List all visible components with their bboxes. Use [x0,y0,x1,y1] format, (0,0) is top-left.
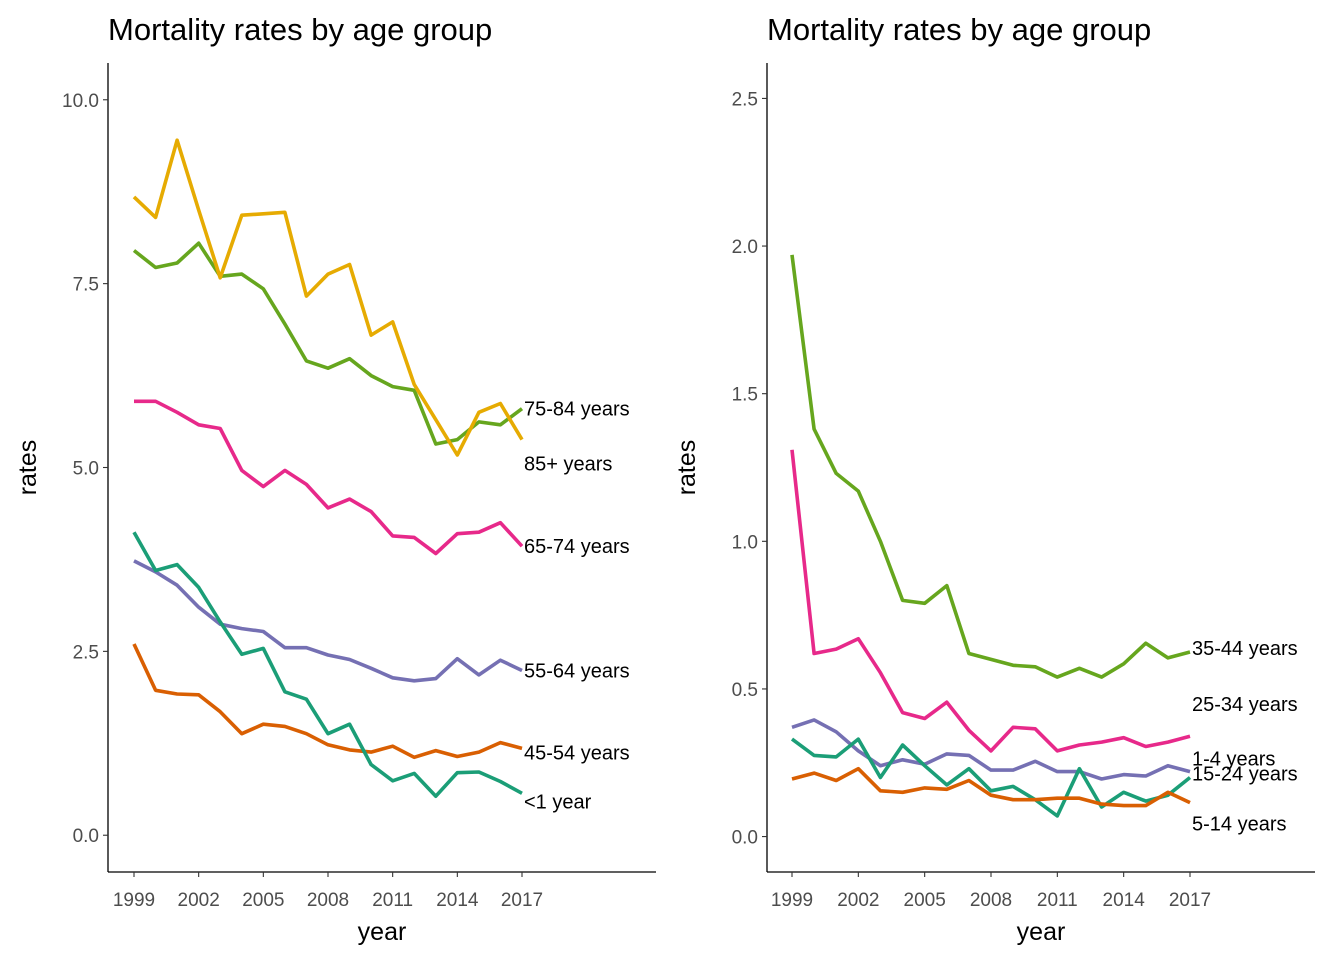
series-end-label: 5-14 years [1192,814,1287,836]
series-line-5-14-years [791,766,1191,808]
chart-title: Mortality rates by age group [767,12,1151,47]
x-axis-title: year [1017,918,1066,946]
y-axis-title: rates [673,440,701,496]
x-tick-label: 2002 [178,890,220,911]
series-line-55-64-years [133,559,523,683]
series-line-85-years [132,138,524,457]
left-chart-panel: Mortality rates by age group 0.0 2.5 5.0 7.5… [14,12,656,946]
y-tick-label: 1.5 [732,385,758,406]
x-tick-label: 2011 [1037,890,1078,911]
series-line-75-84-years [132,241,524,446]
y-tick-label: 5.0 [73,459,99,480]
y-tick-label: 0.5 [732,680,758,701]
y-tick-label: 2.0 [732,237,758,258]
x-tick-label: 1999 [771,890,813,911]
series-line-35-44-years [790,254,1191,679]
y-tick-label: 7.5 [73,275,99,296]
x-tick-label: 2017 [501,890,543,911]
x-axis-title: year [358,918,407,946]
x-tick-label: 2005 [242,890,284,911]
series-end-label: 65-74 years [524,536,630,558]
series-end-label: 35-44 years [1192,638,1298,660]
y-tick-label: 2.5 [732,89,758,110]
x-tick-label: 2008 [307,890,349,911]
x-tick-label: 2008 [970,890,1012,911]
series-end-label: 45-54 years [524,742,630,764]
series-end-label: 85+ years [524,454,612,476]
series-line--1-year [132,531,523,798]
x-tick-label: 2005 [904,890,946,911]
y-tick-label: 10.0 [62,91,99,112]
series-end-label: 75-84 years [524,399,630,421]
series-line-25-34-years [790,449,1191,753]
x-tick-label: 2014 [436,890,479,911]
y-tick-label: 0.0 [732,828,758,849]
series-end-label: 25-34 years [1192,694,1298,716]
series-line-15-24-years [791,718,1191,781]
series-end-label: 55-64 years [524,660,630,682]
x-tick-label: 2002 [837,890,879,911]
series-line-1-4-years [790,737,1192,818]
y-axis-title: rates [14,440,42,496]
series-end-label: 15-24 years [1192,764,1298,786]
series-line-45-54-years [132,643,523,760]
y-tick-label: 2.5 [73,642,99,663]
x-tick-label: 1999 [113,890,155,911]
x-tick-label: 2017 [1169,890,1211,911]
series-end-label: 1-4 years [1192,749,1275,771]
x-tick-label: 2011 [372,890,413,911]
series-line-65-74-years [134,399,524,556]
y-tick-label: 1.0 [732,532,758,553]
chart-title: Mortality rates by age group [108,12,492,47]
right-chart-panel: Mortality rates by age group 0.0 0.5 1.0 1.5… [673,12,1315,946]
x-tick-label: 2014 [1103,890,1146,911]
y-tick-label: 0.0 [73,826,99,847]
series-end-label: <1 year [524,791,592,813]
